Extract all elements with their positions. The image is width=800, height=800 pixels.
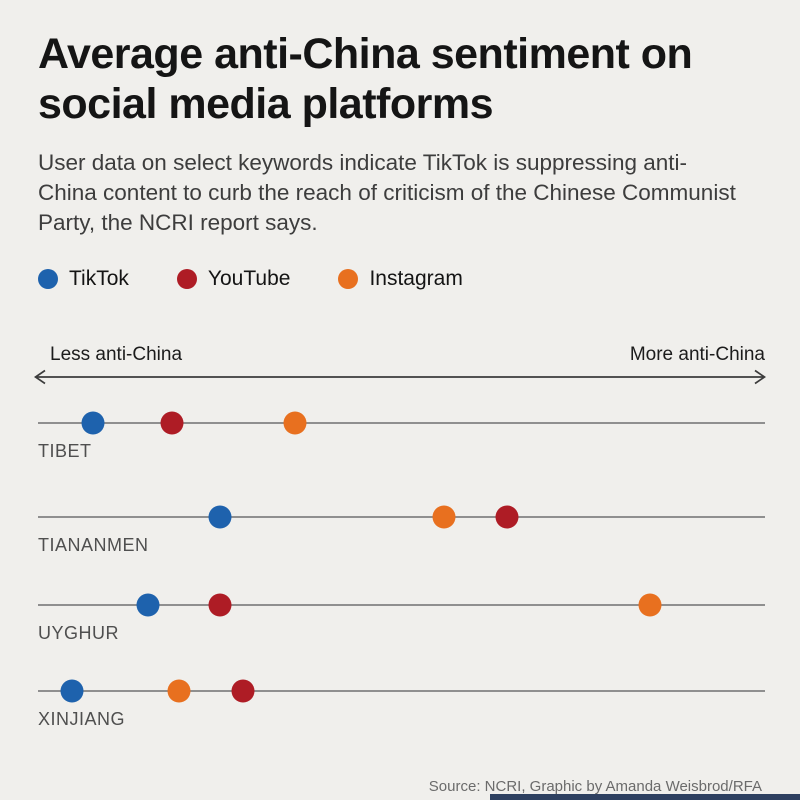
- axis-label-less: Less anti-China: [50, 344, 183, 365]
- source-credit: Source: NCRI, Graphic by Amanda Weisbrod…: [428, 778, 762, 795]
- legend: TikTok YouTube Instagram: [38, 267, 463, 291]
- row-axis-line: [38, 604, 765, 606]
- row-category-label: UYGHUR: [38, 623, 120, 643]
- chart-row-tiananmen: TIANANMEN: [38, 503, 765, 567]
- legend-label-youtube: YouTube: [207, 267, 291, 290]
- data-point-instagram: [283, 411, 307, 435]
- legend-label-tiktok: TikTok: [69, 267, 129, 290]
- data-point-tiktok: [208, 505, 232, 529]
- legend-item-youtube: YouTube: [176, 267, 291, 291]
- double-arrow-icon: [33, 369, 767, 385]
- data-point-instagram: [167, 679, 191, 703]
- legend-item-tiktok: TikTok: [38, 267, 129, 291]
- data-point-youtube: [160, 411, 184, 435]
- chart-row-xinjiang: XINJIANG: [38, 677, 765, 741]
- chart-row-tibet: TIBET: [38, 409, 765, 473]
- data-point-tiktok: [136, 593, 160, 617]
- chart-row-uyghur: UYGHUR: [38, 591, 765, 655]
- youtube-dot-icon: [176, 269, 197, 289]
- row-axis-line: [38, 516, 765, 518]
- data-point-youtube: [231, 679, 255, 703]
- axis-labels: Less anti-China More anti-China: [50, 344, 765, 366]
- page-title: Average anti-China sentiment on social m…: [38, 30, 693, 128]
- instagram-dot-icon: [338, 269, 359, 289]
- bottom-bar: [490, 794, 800, 800]
- row-category-label: TIBET: [38, 441, 92, 461]
- data-point-youtube: [495, 505, 519, 529]
- row-axis-line: [38, 422, 765, 424]
- tiktok-dot-icon: [38, 269, 58, 289]
- legend-item-instagram: Instagram: [338, 267, 463, 291]
- page-subtitle: User data on select keywords indicate Ti…: [38, 150, 736, 236]
- data-point-youtube: [208, 593, 232, 617]
- data-point-tiktok: [81, 411, 105, 435]
- data-point-instagram: [638, 593, 662, 617]
- row-category-label: TIANANMEN: [38, 535, 149, 555]
- legend-label-instagram: Instagram: [369, 267, 463, 290]
- data-point-instagram: [432, 505, 456, 529]
- row-axis-line: [38, 690, 765, 692]
- row-category-label: XINJIANG: [38, 709, 126, 729]
- data-point-tiktok: [60, 679, 84, 703]
- axis-label-more: More anti-China: [629, 344, 765, 365]
